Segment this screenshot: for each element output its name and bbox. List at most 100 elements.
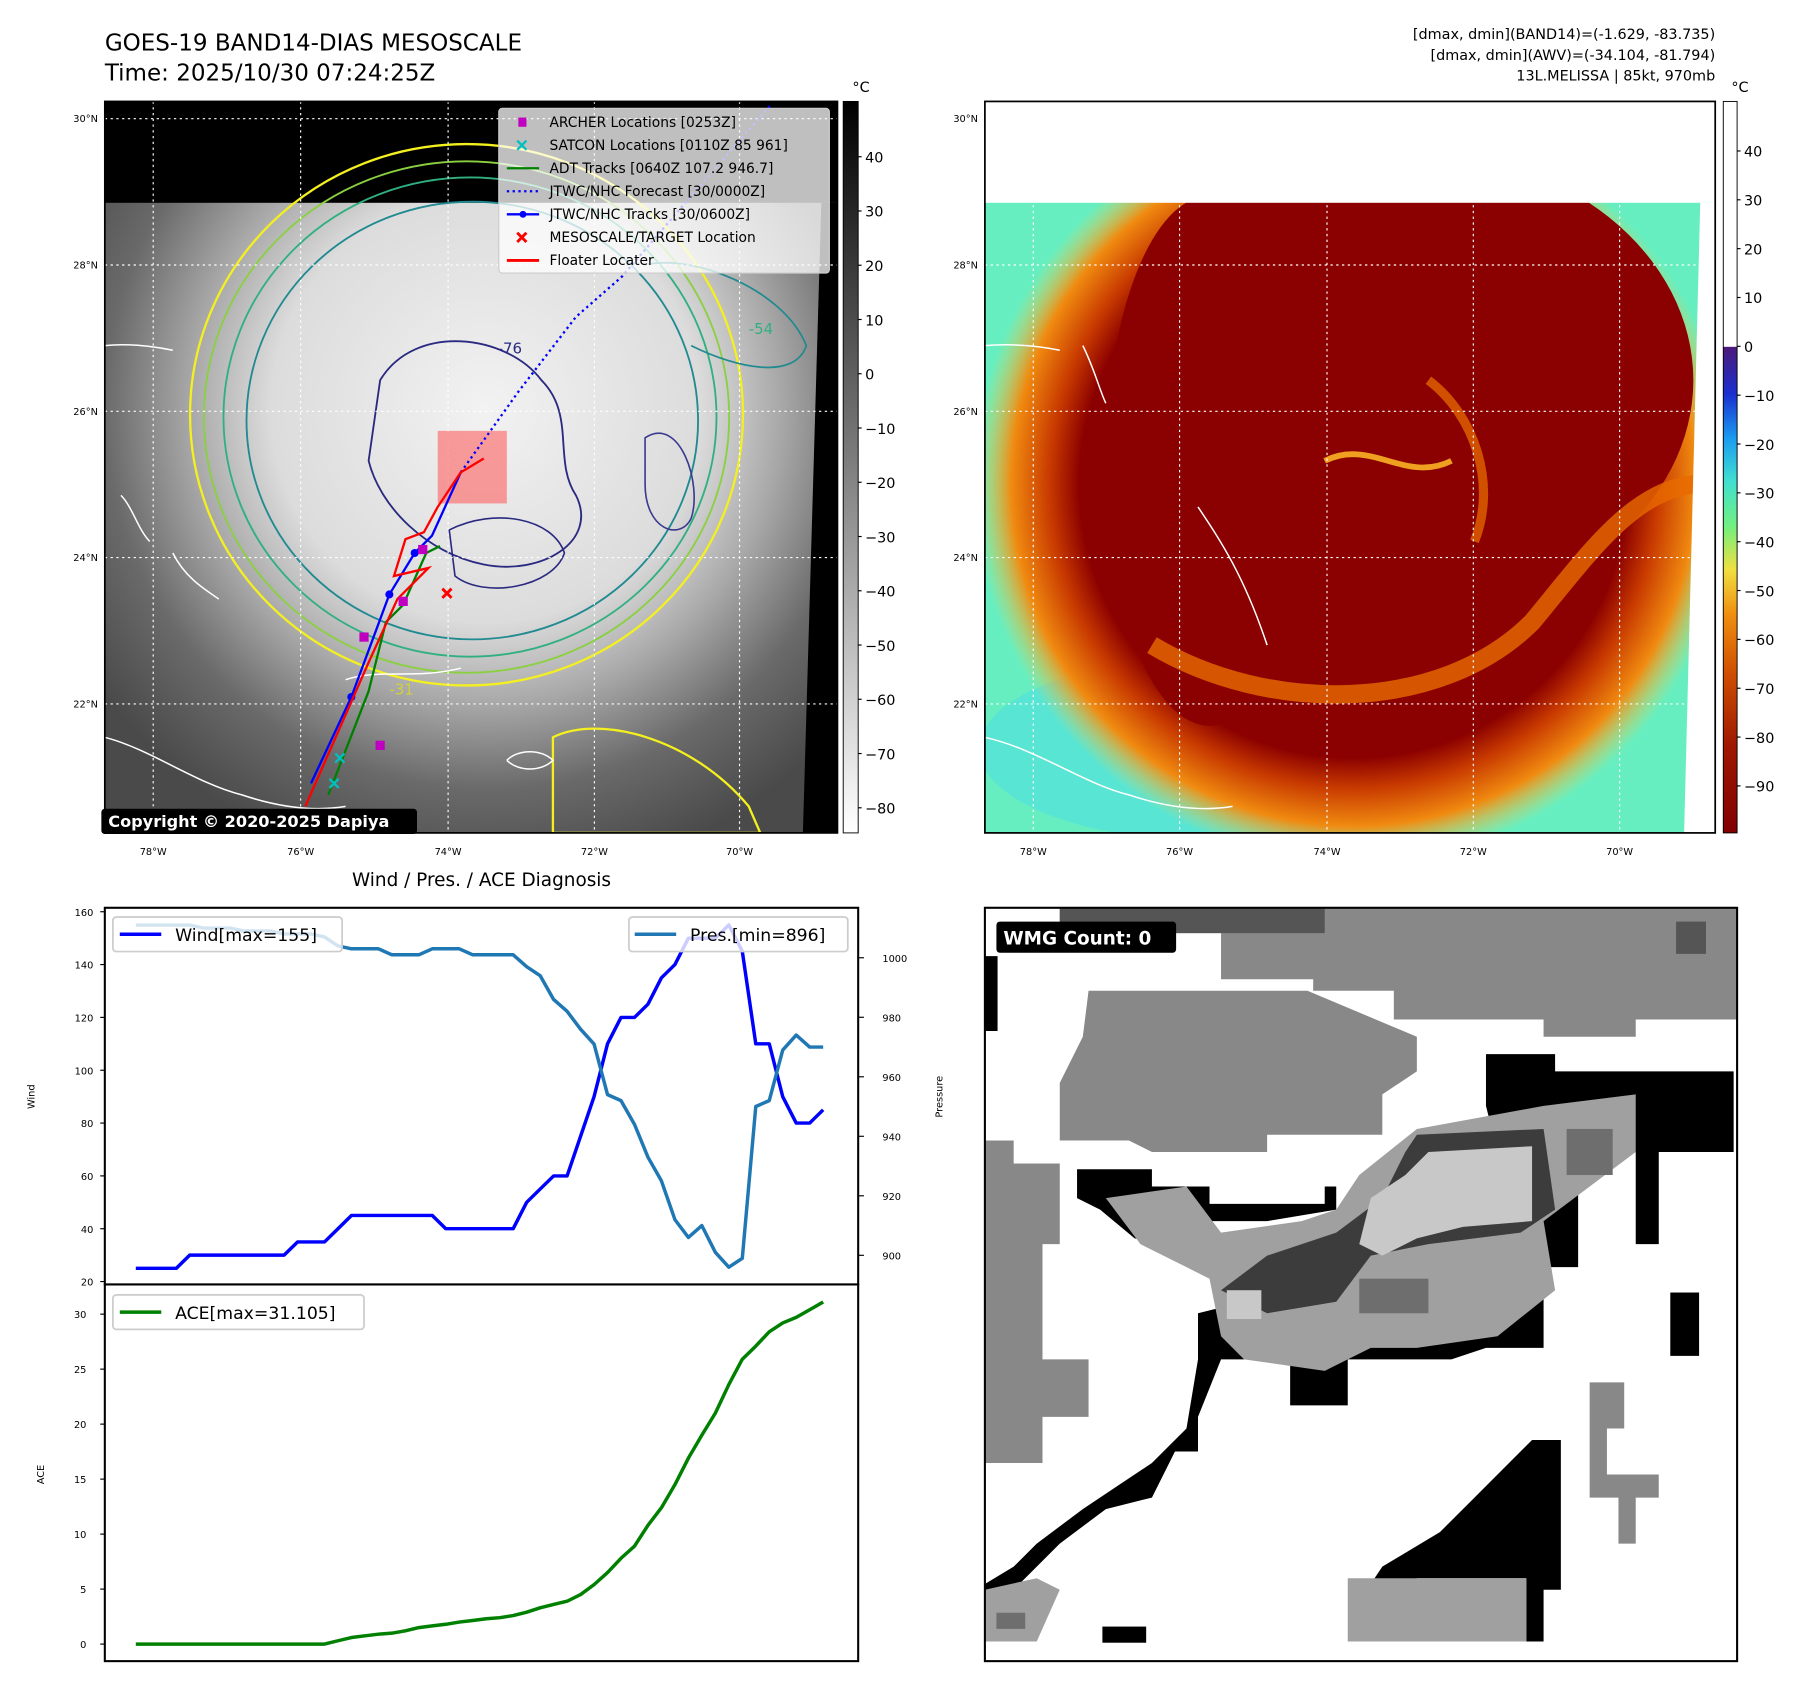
- info-awv-range: [dmax, dmin](AWV)=(-34.104, -81.794): [1430, 48, 1715, 64]
- colorbar-label: 20: [865, 259, 883, 275]
- legend-label: Floater Locater: [549, 253, 654, 269]
- lat-tick-label: 30°N: [953, 114, 978, 125]
- colorbar-label: −20: [865, 476, 895, 492]
- pressure-legend: Pres.[min=896]: [628, 916, 849, 953]
- pressure-ytick-label: 940: [882, 1132, 901, 1143]
- colorbar-label: 10: [1744, 291, 1762, 307]
- lat-tick-label: 30°N: [73, 114, 98, 125]
- ace-ytick-label: 20: [74, 1420, 86, 1431]
- figure-title: GOES-19 BAND14-DIAS MESOSCALE: [105, 31, 522, 57]
- pressure-ytick-label: 920: [882, 1192, 901, 1203]
- satcon-x-icon: [516, 139, 528, 151]
- lat-tick-label: 28°N: [73, 260, 98, 271]
- colorbar-label: 40: [1744, 145, 1762, 161]
- info-band14-range: [dmax, dmin](BAND14)=(-1.629, -83.735): [1413, 27, 1715, 43]
- legend-label: ADT Tracks [0640Z 107.2 946.7]: [549, 161, 773, 177]
- figure-time: Time: 2025/10/30 07:24:25Z: [104, 61, 436, 87]
- lon-tick-label: 74°W: [1314, 847, 1341, 858]
- wind-ytick-label: 40: [81, 1225, 93, 1236]
- awv-colorbar-unit: °C: [1731, 80, 1748, 96]
- colorbar-label: −90: [1744, 780, 1774, 796]
- legend-label: JTWC/NHC Tracks [30/0600Z]: [548, 207, 750, 223]
- wind-ytick-label: 100: [75, 1066, 94, 1077]
- colorbar-label: 40: [865, 150, 883, 166]
- pressure-ytick-label: 980: [882, 1013, 901, 1024]
- lat-tick-label: 26°N: [73, 407, 98, 418]
- lon-tick-label: 72°W: [1460, 847, 1487, 858]
- wind-ytick-label: 140: [75, 961, 94, 972]
- info-storm: 13L.MELISSA | 85kt, 970mb: [1516, 69, 1715, 85]
- wmg-count-label: WMG Count: 0: [1003, 929, 1151, 950]
- ace-legend-label: ACE[max=31.105]: [175, 1304, 335, 1324]
- lon-tick-label: 78°W: [140, 847, 167, 858]
- map-legend: ARCHER Locations [0253Z] SATCON Location…: [498, 107, 830, 274]
- colorbar-label: 30: [865, 205, 883, 221]
- awv-colorbar: [1722, 100, 1738, 834]
- ace-ytick-label: 5: [80, 1585, 86, 1596]
- pressure-legend-label: Pres.[min=896]: [690, 926, 825, 946]
- ir-map-ticks: 30°N 28°N 26°N 24°N 22°N 78°W 76°W 74°W 72°W 70°W: [73, 114, 753, 858]
- colorbar-label: −60: [1744, 633, 1774, 649]
- ace-ytick-label: 30: [74, 1310, 86, 1321]
- wind-ytick-label: 160: [75, 908, 94, 919]
- diagnosis-title: Wind / Pres. / ACE Diagnosis: [352, 870, 611, 891]
- wind-ytick-label: 80: [81, 1119, 93, 1130]
- colorbar-label: −30: [1744, 487, 1774, 503]
- lon-tick-label: 76°W: [287, 847, 314, 858]
- legend-label: MESOSCALE/TARGET Location: [549, 230, 755, 246]
- colorbar-label: −10: [1744, 389, 1774, 405]
- colorbar-label: −40: [865, 585, 895, 601]
- pressure-ytick-label: 900: [882, 1251, 901, 1262]
- lon-tick-label: 70°W: [1606, 847, 1633, 858]
- lon-tick-label: 74°W: [435, 847, 462, 858]
- lat-tick-label: 22°N: [73, 699, 98, 710]
- lat-tick-label: 26°N: [953, 407, 978, 418]
- ace-ytick-label: 0: [80, 1640, 86, 1651]
- colorbar-label: −60: [865, 693, 895, 709]
- ace-ytick-label: 25: [74, 1365, 86, 1376]
- wind-axis-label: Wind: [27, 1084, 38, 1109]
- lat-tick-label: 28°N: [953, 260, 978, 271]
- floater-track: [304, 457, 485, 807]
- colorbar-label: −30: [865, 530, 895, 546]
- colorbar-label: 30: [1744, 194, 1762, 210]
- lon-tick-label: 72°W: [581, 847, 608, 858]
- awv-map-ticks: 30°N 28°N 26°N 24°N 22°N 78°W 76°W 74°W 72°W 70°W: [953, 114, 1633, 858]
- ace-axis-label: ACE: [36, 1465, 47, 1485]
- lat-tick-label: 22°N: [953, 699, 978, 710]
- pressure-ytick-label: 1000: [882, 954, 907, 965]
- ir-colorbar: [842, 100, 859, 834]
- colorbar-label: 10: [865, 313, 883, 329]
- awv-map: [984, 101, 1716, 833]
- colorbar-label: −80: [865, 802, 895, 818]
- wind-ytick-label: 20: [81, 1278, 93, 1289]
- wind-ytick-label: 60: [81, 1172, 93, 1183]
- colorbar-label: −20: [1744, 438, 1774, 454]
- colorbar-label: −40: [1744, 535, 1774, 551]
- target-x-icon: [516, 231, 528, 243]
- lat-tick-label: 24°N: [73, 553, 98, 564]
- colorbar-label: 0: [865, 368, 874, 384]
- ace-legend: ACE[max=31.105]: [112, 1293, 365, 1331]
- colorbar-label: 0: [1744, 340, 1753, 356]
- wmg-panel: [984, 907, 1738, 1662]
- lon-tick-label: 70°W: [726, 847, 753, 858]
- archer-square-icon: [518, 117, 527, 127]
- ace-ytick-label: 10: [74, 1530, 86, 1541]
- legend-label: JTWC/NHC Forecast [30/0000Z]: [548, 184, 765, 200]
- ace-ytick-label: 15: [74, 1475, 86, 1486]
- colorbar-label: −70: [865, 747, 895, 763]
- contour-label: -76: [498, 340, 522, 358]
- wind-ytick-label: 120: [75, 1013, 94, 1024]
- wind-legend: Wind[max=155]: [112, 916, 343, 953]
- pressure-ytick-label: 960: [882, 1073, 901, 1084]
- pressure-axis-label: Pressure: [934, 1076, 945, 1118]
- colorbar-label: −10: [865, 422, 895, 438]
- legend-label: ARCHER Locations [0253Z]: [549, 115, 736, 131]
- lon-tick-label: 76°W: [1166, 847, 1193, 858]
- contour-label: -54: [749, 320, 773, 338]
- colorbar-label: −50: [1744, 584, 1774, 600]
- lon-tick-label: 78°W: [1020, 847, 1047, 858]
- adt-track: [327, 545, 441, 796]
